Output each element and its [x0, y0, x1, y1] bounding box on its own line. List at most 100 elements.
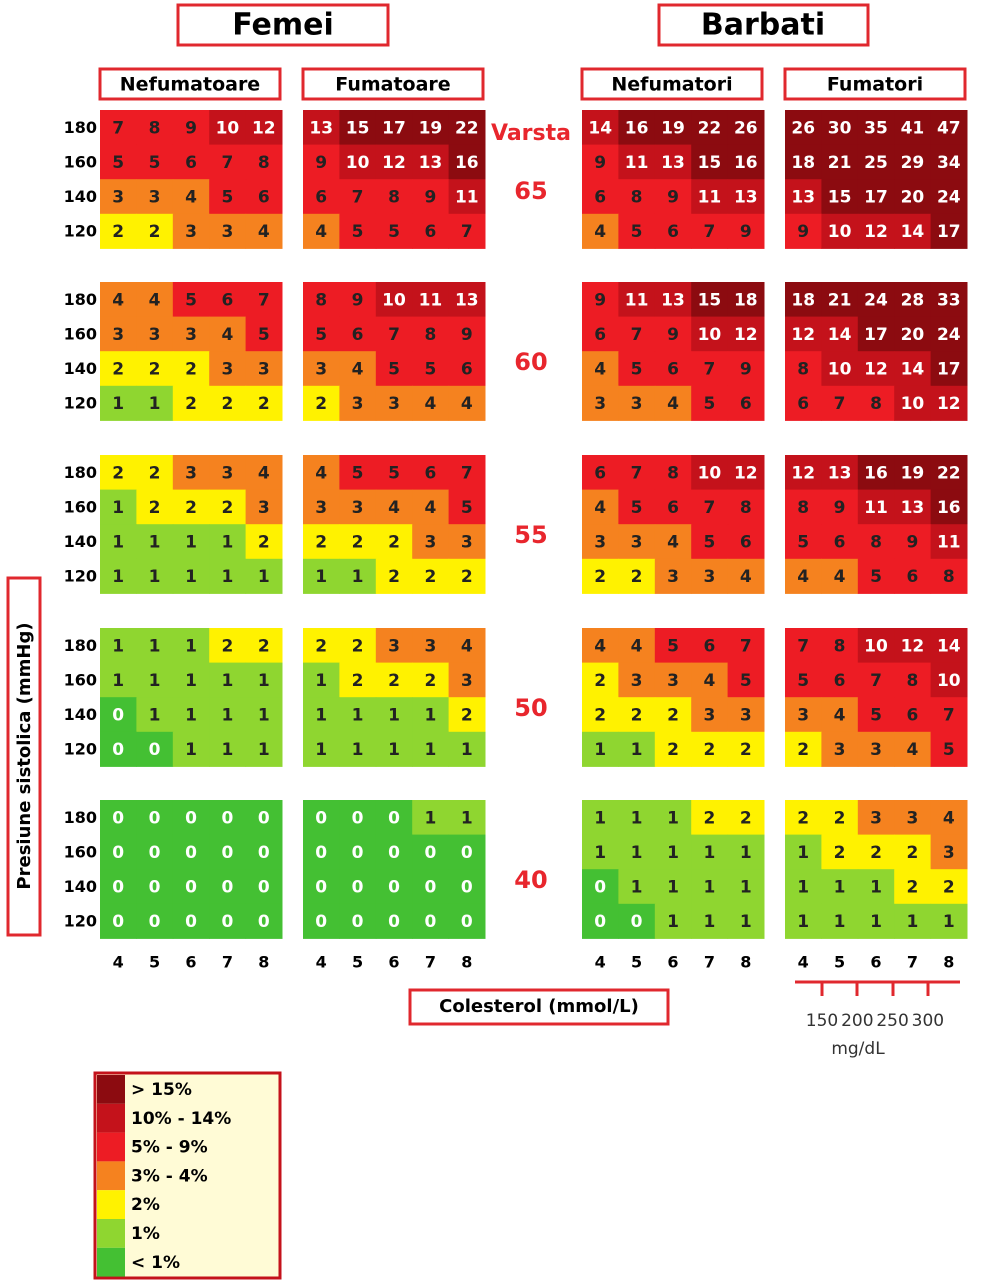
risk-value: 1	[315, 671, 327, 691]
risk-cell	[618, 179, 656, 215]
cholesterol-label: 5	[834, 953, 845, 972]
risk-cell	[582, 489, 619, 525]
risk-cell	[303, 731, 340, 767]
risk-cell	[245, 903, 283, 939]
risk-cell	[303, 455, 340, 491]
risk-value: 10	[901, 394, 925, 414]
risk-cell	[894, 662, 932, 698]
risk-cell	[375, 834, 413, 870]
risk-cell	[821, 489, 859, 525]
risk-cell	[821, 213, 859, 249]
risk-value: 0	[258, 912, 270, 932]
risk-cell	[136, 179, 174, 215]
risk-value: 3	[221, 360, 233, 380]
risk-cell	[618, 455, 656, 491]
y-label-box	[6, 576, 42, 937]
risk-cell	[821, 385, 859, 421]
risk-value: 10	[698, 463, 722, 483]
risk-value: 17	[937, 222, 961, 242]
risk-value: 2	[315, 394, 327, 414]
risk-value: 17	[382, 118, 406, 138]
risk-value: 4	[315, 222, 327, 242]
risk-value: 1	[461, 740, 473, 760]
systolic-label: 120	[64, 567, 97, 586]
risk-value: 0	[112, 706, 124, 726]
risk-cell	[785, 697, 822, 733]
risk-cell	[785, 144, 822, 180]
legend-label: > 15%	[131, 1080, 192, 1100]
risk-cell	[245, 800, 283, 836]
risk-cell	[209, 834, 247, 870]
risk-cell	[172, 628, 210, 664]
risk-cell	[339, 834, 377, 870]
risk-cell	[448, 628, 486, 664]
risk-value: 3	[834, 740, 846, 760]
risk-value: 9	[797, 222, 809, 242]
risk-cell	[100, 662, 137, 698]
risk-value: 13	[901, 498, 925, 518]
risk-value: 8	[834, 636, 846, 656]
risk-value: 0	[594, 912, 606, 932]
risk-value: 2	[221, 498, 233, 518]
legend-label: 3% - 4%	[131, 1166, 208, 1186]
systolic-label: 140	[64, 705, 97, 724]
risk-value: 8	[667, 463, 679, 483]
risk-cell	[727, 282, 765, 318]
risk-value: 2	[797, 740, 809, 760]
risk-value: 0	[149, 740, 161, 760]
systolic-label: 120	[64, 740, 97, 759]
risk-cell	[857, 558, 895, 594]
risk-cell	[339, 110, 377, 146]
risk-value: 1	[221, 740, 233, 760]
header-men: Barbati	[701, 8, 825, 43]
risk-value: 3	[667, 671, 679, 691]
risk-value: 9	[594, 153, 606, 173]
legend-label: < 1%	[131, 1253, 180, 1273]
mgdl-tick-label: 300	[912, 1011, 944, 1031]
risk-value: 41	[901, 118, 925, 138]
risk-value: 1	[667, 843, 679, 863]
risk-cell	[930, 697, 968, 733]
risk-cell	[100, 524, 137, 560]
risk-cell	[618, 697, 656, 733]
risk-cell	[857, 903, 895, 939]
risk-value: 2	[797, 808, 809, 828]
risk-cell	[821, 697, 859, 733]
risk-value: 3	[424, 636, 436, 656]
risk-cell	[785, 869, 822, 905]
risk-value: 9	[352, 290, 364, 310]
risk-value: 3	[594, 533, 606, 553]
risk-value: 19	[419, 118, 443, 138]
risk-cell	[209, 558, 247, 594]
risk-value: 7	[740, 636, 752, 656]
risk-value: 8	[424, 325, 436, 345]
risk-cell	[727, 110, 765, 146]
risk-cell	[618, 903, 656, 939]
risk-cell	[136, 213, 174, 249]
risk-cell	[821, 558, 859, 594]
risk-cell	[785, 351, 822, 387]
risk-cell	[303, 558, 340, 594]
risk-cell	[100, 628, 137, 664]
risk-cell	[375, 903, 413, 939]
risk-cell	[618, 213, 656, 249]
risk-value: 14	[901, 222, 925, 242]
risk-value: 8	[870, 533, 882, 553]
risk-cell	[448, 385, 486, 421]
risk-value: 0	[258, 843, 270, 863]
risk-cell	[654, 903, 692, 939]
risk-value: 1	[461, 808, 473, 828]
risk-value: 1	[112, 533, 124, 553]
risk-cell	[412, 524, 450, 560]
risk-value: 0	[185, 843, 197, 863]
risk-value: 0	[149, 878, 161, 898]
risk-value: 1	[667, 912, 679, 932]
risk-value: 6	[352, 325, 364, 345]
risk-cell	[303, 144, 340, 180]
risk-cell	[375, 731, 413, 767]
risk-value: 13	[309, 118, 333, 138]
subheader-box	[301, 67, 485, 101]
risk-value: 5	[112, 153, 124, 173]
risk-value: 4	[424, 498, 436, 518]
